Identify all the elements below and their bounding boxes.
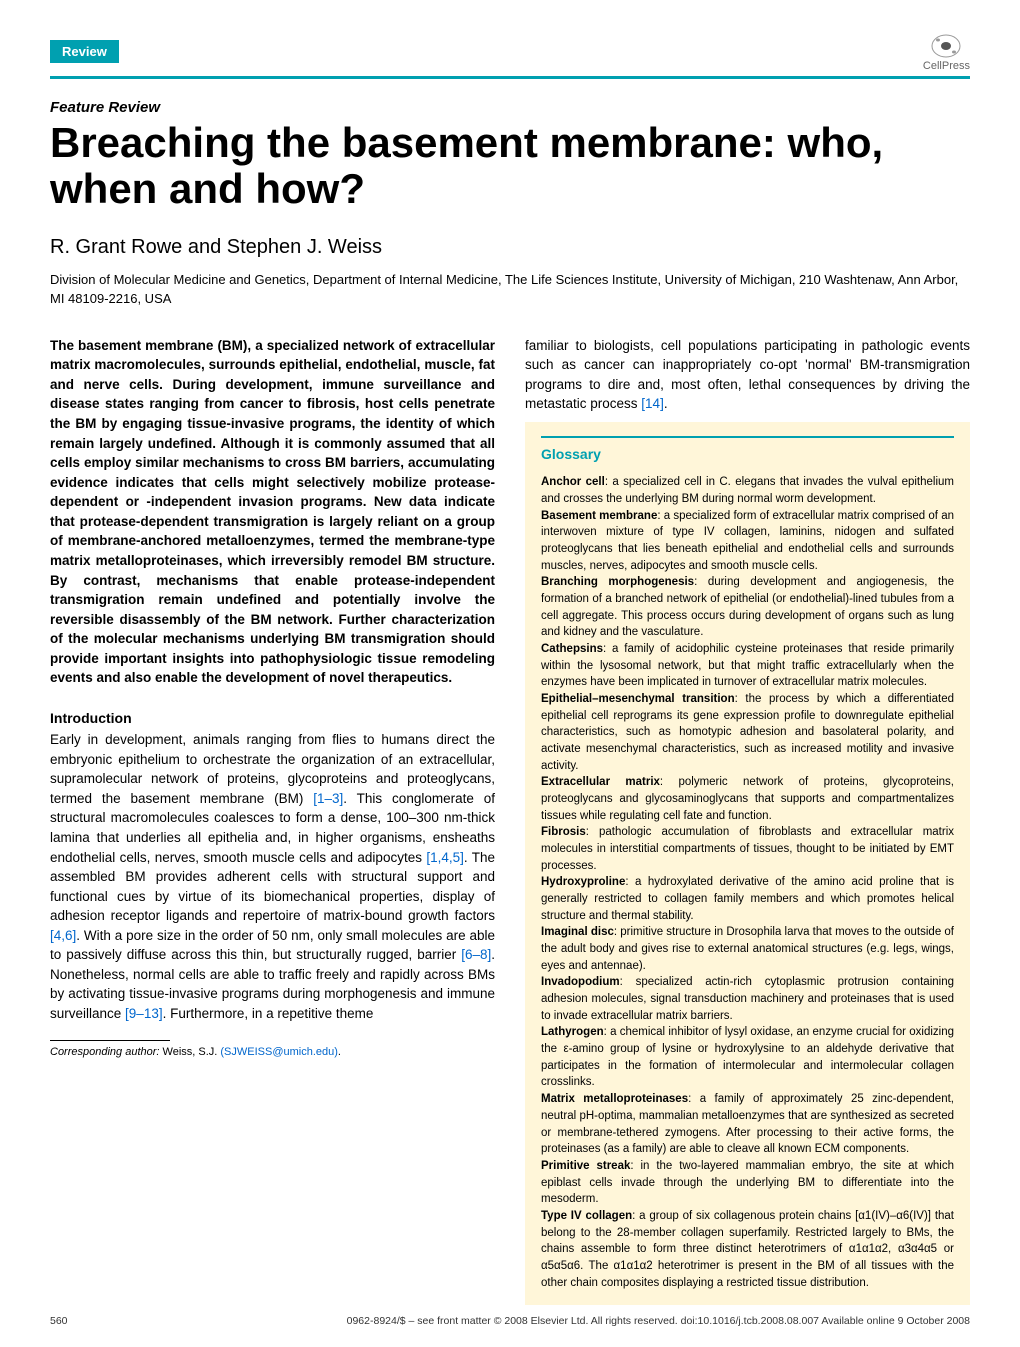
glossary-term: Cathepsins <box>541 643 603 655</box>
corresponding-author-footnote: Corresponding author: Weiss, S.J. (SJWEI… <box>50 1045 495 1061</box>
review-badge: Review <box>50 40 119 63</box>
intro-text-4: . With a pore size in the order of 50 nm… <box>50 928 495 963</box>
glossary-box: Glossary Anchor cell: a specialized cell… <box>525 422 970 1305</box>
affiliation: Division of Molecular Medicine and Genet… <box>50 271 970 307</box>
glossary-definition: : a chemical inhibitor of lysyl oxidase,… <box>541 1026 954 1088</box>
footnote-period: . <box>338 1046 341 1058</box>
glossary-term: Branching morphogenesis <box>541 576 694 588</box>
glossary-entry: Basement membrane: a specialized form of… <box>541 508 954 575</box>
footnote-label: Corresponding author: <box>50 1046 159 1058</box>
glossary-term: Basement membrane <box>541 510 657 522</box>
left-column: The basement membrane (BM), a specialize… <box>50 336 495 1305</box>
glossary-term: Hydroxyproline <box>541 876 625 888</box>
citation-link[interactable]: [9–13] <box>125 1006 163 1021</box>
glossary-term: Primitive streak <box>541 1160 630 1172</box>
glossary-entry: Extracellular matrix: polymeric network … <box>541 774 954 824</box>
author-email-link[interactable]: (SJWEISS@umich.edu) <box>220 1046 338 1058</box>
two-column-layout: The basement membrane (BM), a specialize… <box>50 336 970 1305</box>
glossary-definition: : a family of acidophilic cysteine prote… <box>541 643 954 688</box>
glossary-entry: Imaginal disc: primitive structure in Dr… <box>541 924 954 974</box>
glossary-entry: Primitive streak: in the two-layered mam… <box>541 1158 954 1208</box>
footnote-divider <box>50 1040 170 1041</box>
glossary-term: Type IV collagen <box>541 1210 632 1222</box>
glossary-heading: Glossary <box>541 436 954 464</box>
right-column: familiar to biologists, cell populations… <box>525 336 970 1305</box>
glossary-term: Invadopodium <box>541 976 620 988</box>
publisher-logo: CellPress <box>923 30 970 72</box>
glossary-term: Lathyrogen <box>541 1026 604 1038</box>
glossary-entry: Cathepsins: a family of acidophilic cyst… <box>541 641 954 691</box>
glossary-entry: Lathyrogen: a chemical inhibitor of lysy… <box>541 1024 954 1091</box>
glossary-entry: Anchor cell: a specialized cell in C. el… <box>541 474 954 507</box>
glossary-entry: Epithelial–mesenchymal transition: the p… <box>541 691 954 774</box>
page-footer: 560 0962-8924/$ – see front matter © 200… <box>50 1315 970 1327</box>
intro-text-6: . Furthermore, in a repetitive theme <box>163 1006 374 1021</box>
glossary-term: Fibrosis <box>541 826 586 838</box>
page-number: 560 <box>50 1315 68 1327</box>
publisher-label: CellPress <box>923 60 970 72</box>
glossary-entry: Fibrosis: pathologic accumulation of fib… <box>541 824 954 874</box>
glossary-entry: Hydroxyproline: a hydroxylated derivativ… <box>541 874 954 924</box>
copyright-line: 0962-8924/$ – see front matter © 2008 El… <box>347 1315 970 1327</box>
glossary-term: Epithelial–mesenchymal transition <box>541 693 735 705</box>
glossary-items-container: Anchor cell: a specialized cell in C. el… <box>541 474 954 1291</box>
citation-link[interactable]: [1,4,5] <box>426 850 464 865</box>
col2-text-2: . <box>664 396 668 411</box>
glossary-entry: Type IV collagen: a group of six collage… <box>541 1208 954 1291</box>
citation-link[interactable]: [1–3] <box>313 791 343 806</box>
abstract-text: The basement membrane (BM), a specialize… <box>50 336 495 688</box>
feature-review-label: Feature Review <box>50 99 970 116</box>
introduction-heading: Introduction <box>50 708 495 728</box>
glossary-definition: : pathologic accumulation of fibroblasts… <box>541 826 954 871</box>
top-banner: Review CellPress <box>50 30 970 79</box>
col2-continuation: familiar to biologists, cell populations… <box>525 336 970 414</box>
citation-link[interactable]: [4,6] <box>50 928 76 943</box>
glossary-term: Extracellular matrix <box>541 776 660 788</box>
glossary-term: Matrix metalloproteinases <box>541 1093 688 1105</box>
citation-link[interactable]: [14] <box>641 396 664 411</box>
glossary-term: Anchor cell <box>541 476 605 488</box>
author-list: R. Grant Rowe and Stephen J. Weiss <box>50 236 970 259</box>
glossary-entry: Invadopodium: specialized actin-rich cyt… <box>541 974 954 1024</box>
glossary-entry: Branching morphogenesis: during developm… <box>541 574 954 641</box>
footnote-name: Weiss, S.J. <box>159 1046 220 1058</box>
citation-link[interactable]: [6–8] <box>461 947 491 962</box>
cellpress-icon <box>926 30 966 60</box>
introduction-paragraph: Early in development, animals ranging fr… <box>50 730 495 1023</box>
article-title: Breaching the basement membrane: who, wh… <box>50 120 970 212</box>
glossary-term: Imaginal disc <box>541 926 614 938</box>
glossary-entry: Matrix metalloproteinases: a family of a… <box>541 1091 954 1158</box>
col2-text-1: familiar to biologists, cell populations… <box>525 338 970 412</box>
